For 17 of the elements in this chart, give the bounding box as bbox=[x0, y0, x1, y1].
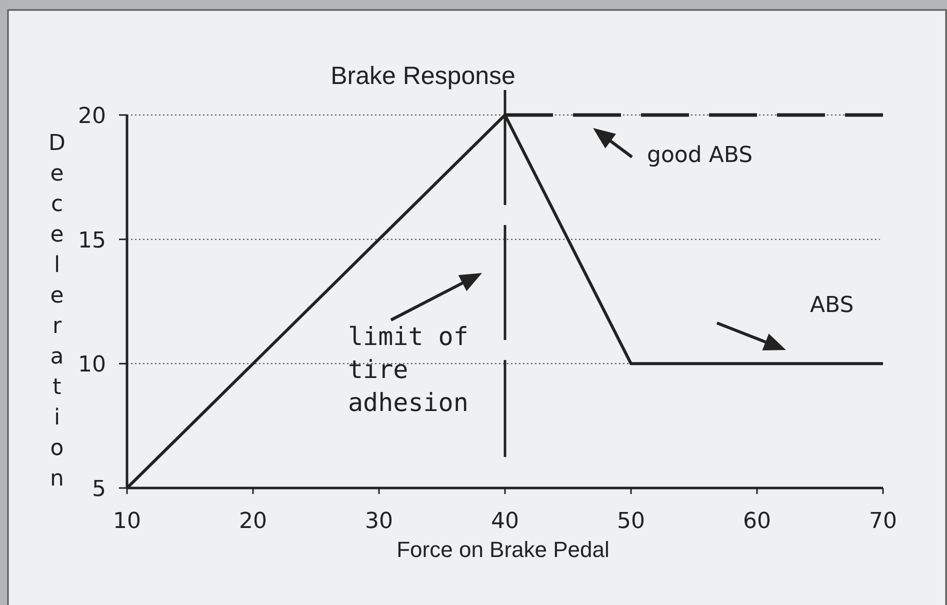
chart-title: Brake Response bbox=[330, 62, 516, 90]
x-tick-label: 40 bbox=[491, 509, 519, 534]
x-tick-label: 70 bbox=[869, 509, 897, 534]
y-tick-label: 20 bbox=[78, 104, 106, 129]
legend-label: good ABS bbox=[647, 143, 753, 168]
text: Deceleration bbox=[48, 131, 66, 492]
x-axis-title: Force on Brake Pedal bbox=[396, 537, 610, 562]
x-tick-label: 20 bbox=[239, 509, 267, 534]
x-tick-label: 10 bbox=[113, 509, 141, 534]
y-tick-label: 15 bbox=[78, 228, 106, 254]
x-tick-label: 30 bbox=[365, 509, 393, 534]
x-tick-label: 50 bbox=[617, 509, 645, 534]
x-tick-label: 60 bbox=[743, 509, 771, 534]
text: ABS bbox=[810, 293, 854, 318]
ref-line-label: limit of tire adhesion bbox=[348, 322, 468, 417]
y-tick-label: 10 bbox=[78, 352, 106, 378]
y-tick-label: 5 bbox=[92, 477, 106, 502]
